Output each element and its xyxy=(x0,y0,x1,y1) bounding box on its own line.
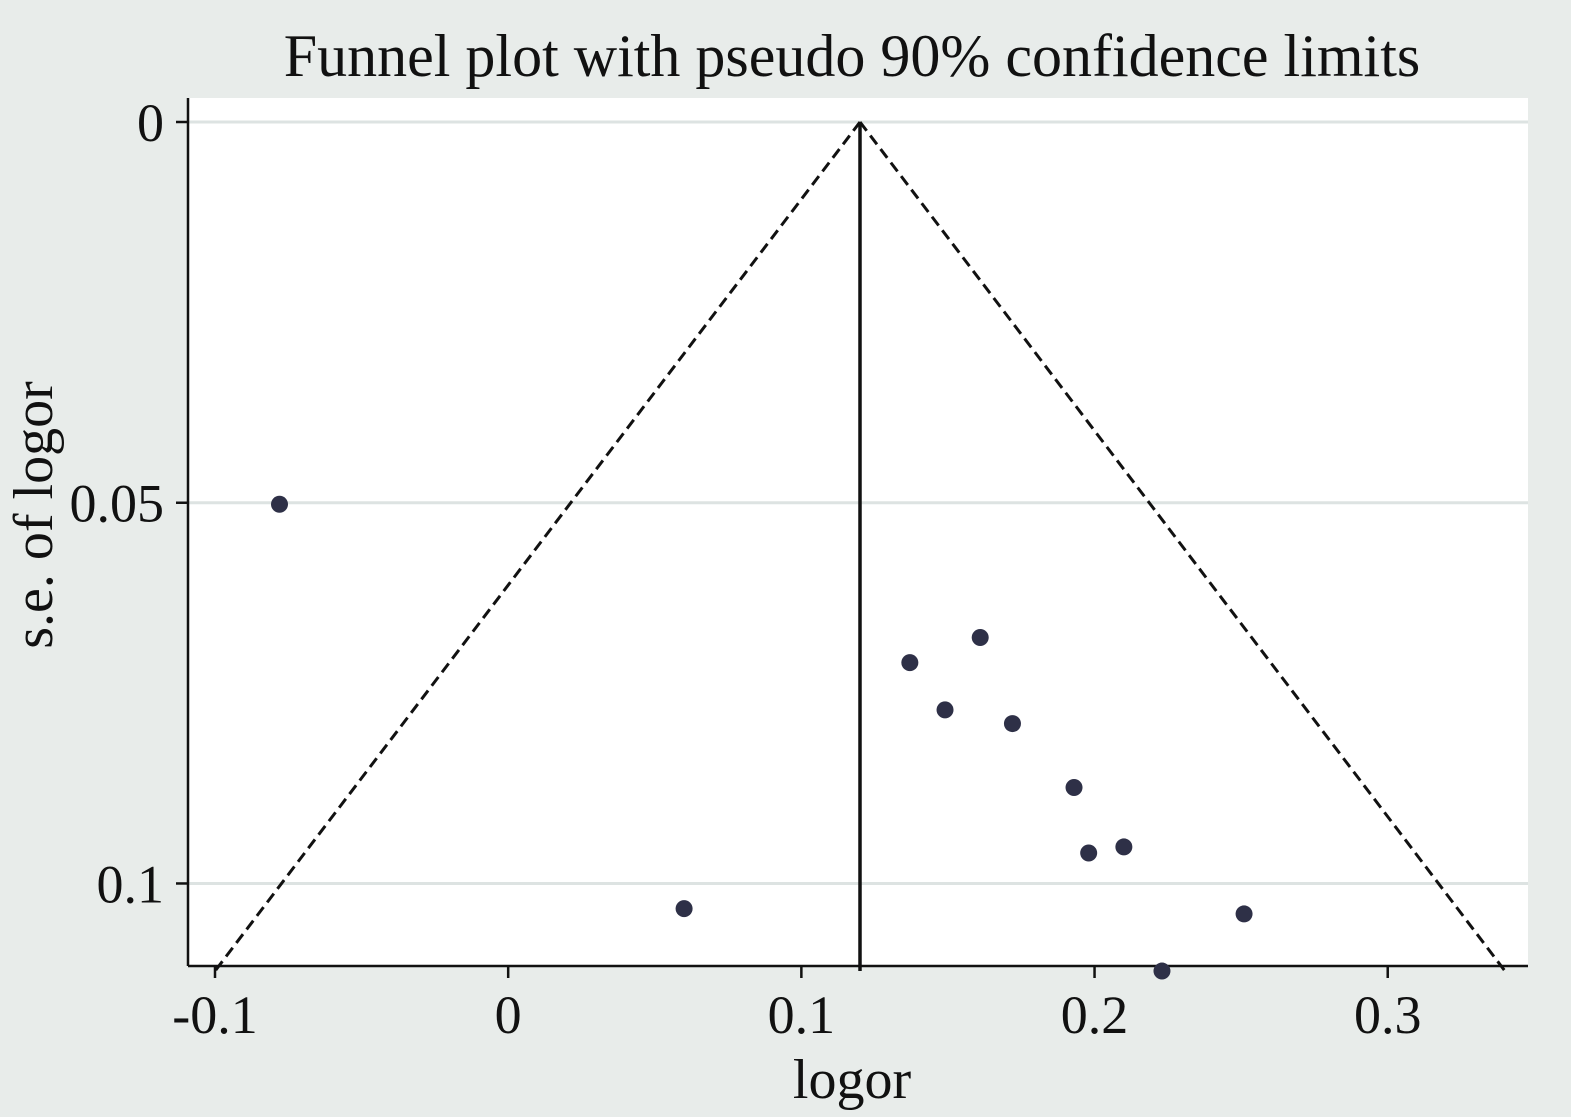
data-point xyxy=(1235,905,1253,923)
x-axis-title: logor xyxy=(793,1049,912,1111)
data-point xyxy=(971,629,989,647)
data-point xyxy=(1153,962,1171,980)
y-tick-label: 0 xyxy=(137,93,164,153)
confidence-lines xyxy=(213,121,1507,972)
x-tick-label: -0.1 xyxy=(172,985,257,1045)
x-tick-label: 0.2 xyxy=(1061,985,1129,1045)
data-point xyxy=(1003,715,1021,733)
data-points xyxy=(271,495,1253,980)
data-point xyxy=(936,701,954,719)
chart-title: Funnel plot with pseudo 90% confidence l… xyxy=(284,23,1421,89)
plot-area xyxy=(188,98,1528,966)
gridlines xyxy=(188,120,1528,885)
x-tick-label: 0 xyxy=(495,985,522,1045)
data-point xyxy=(1080,844,1098,862)
data-point xyxy=(1115,838,1133,856)
data-point xyxy=(901,654,919,672)
upper-confidence-limit-line xyxy=(858,121,1507,972)
y-axis-title: s.e. of logor xyxy=(3,381,65,649)
data-point xyxy=(675,900,693,918)
x-tick-label: 0.1 xyxy=(768,985,836,1045)
y-tick-label: 0.1 xyxy=(97,854,165,914)
axes: 0 0.05 0.1 -0.1 0 0.1 0.2 0.3 xyxy=(70,93,1528,1045)
y-tick-label: 0.05 xyxy=(70,474,165,534)
data-point xyxy=(1065,779,1083,797)
data-point xyxy=(271,495,288,513)
x-tick-label: 0.3 xyxy=(1354,985,1422,1045)
lower-confidence-limit-line xyxy=(213,121,862,972)
